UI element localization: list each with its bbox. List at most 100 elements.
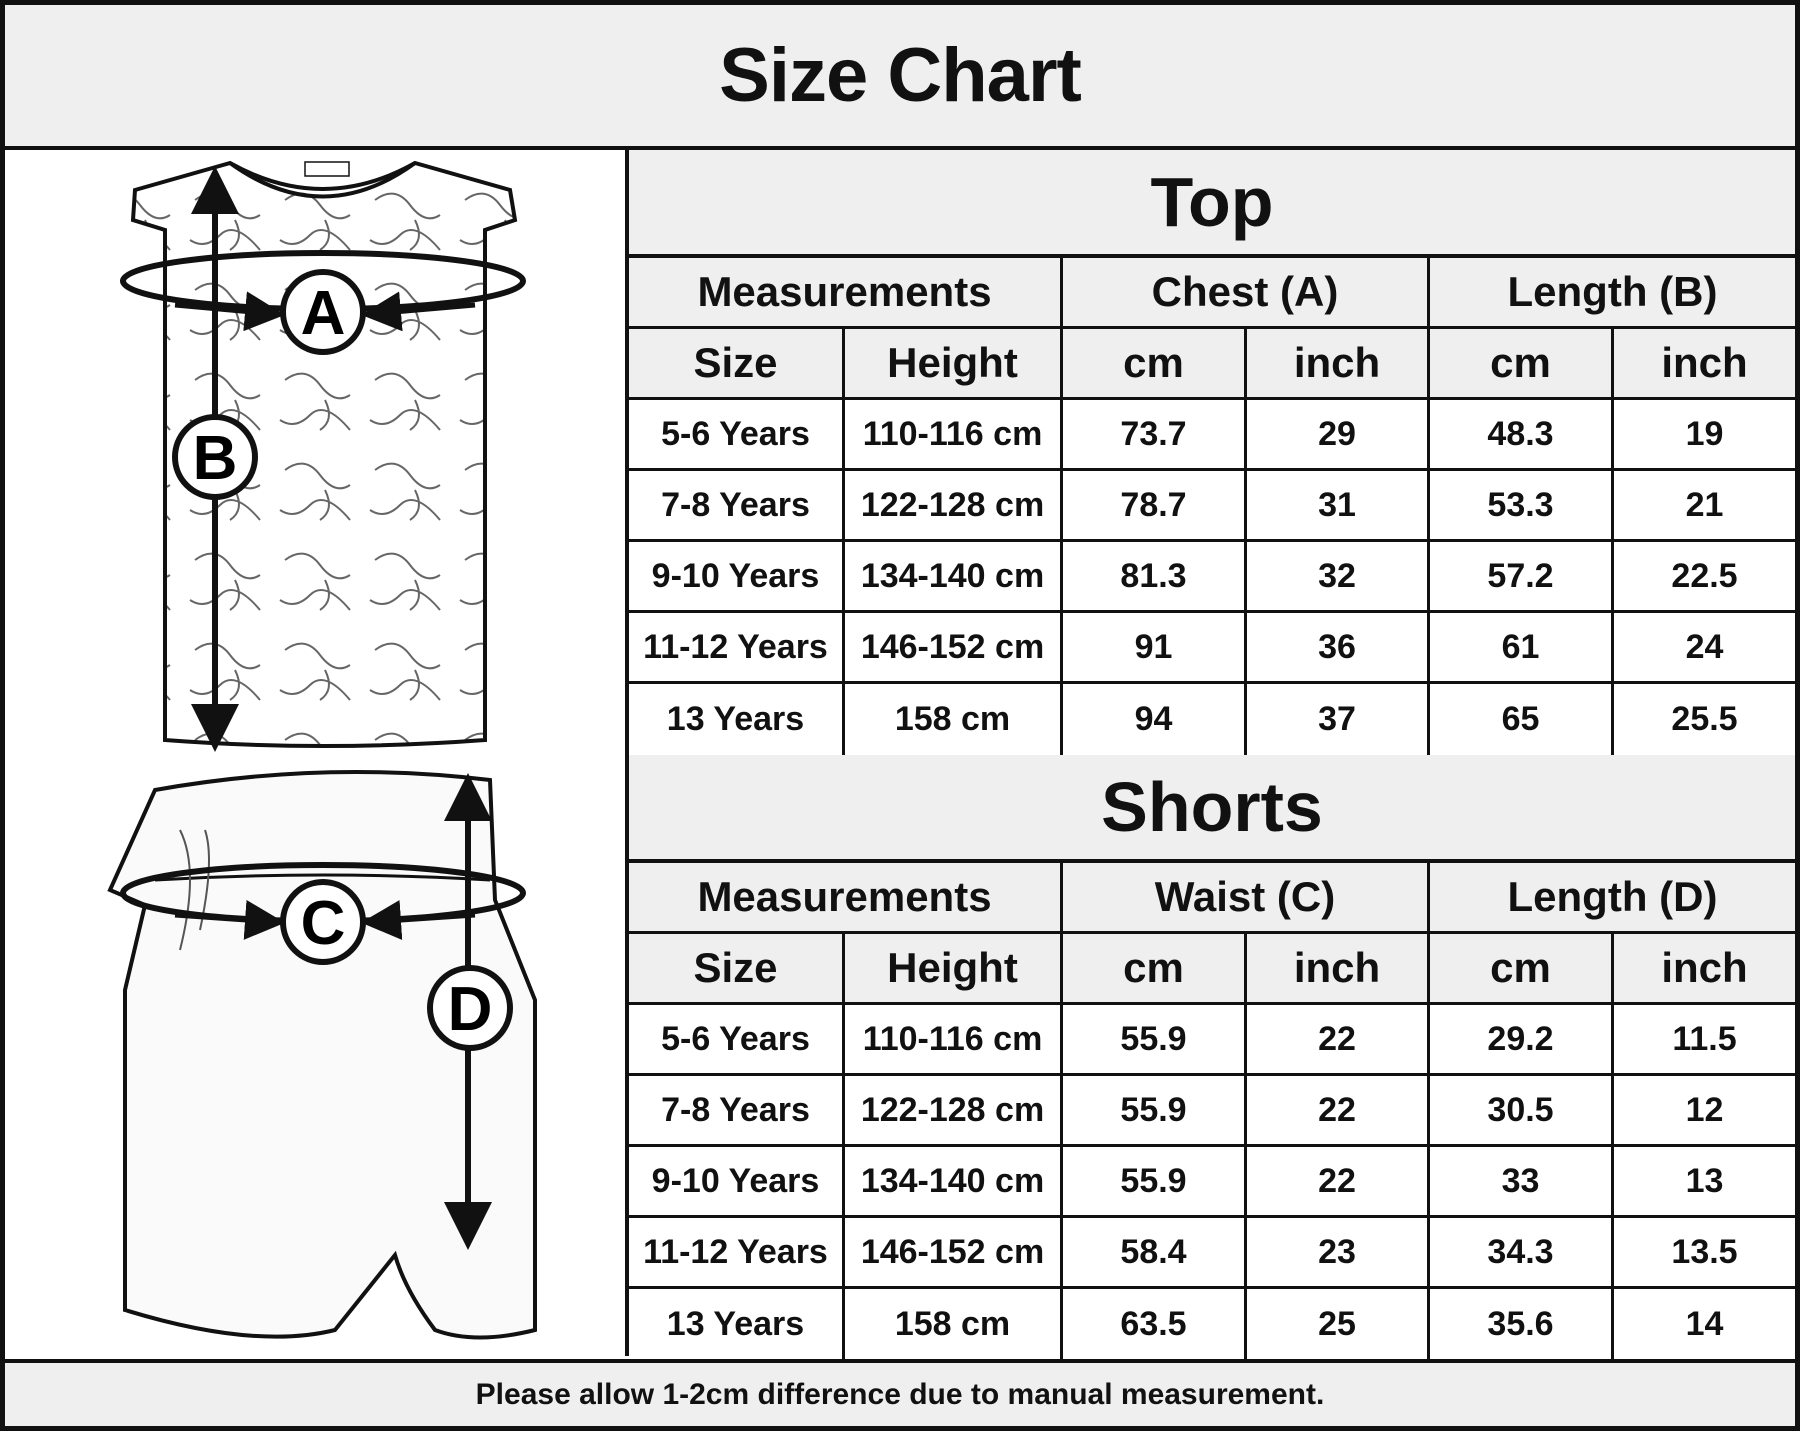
table-cell: 61 — [1430, 613, 1614, 681]
column-header: Size — [629, 329, 845, 397]
group-header: Length (B) — [1507, 268, 1718, 315]
shorts-illustration — [107, 770, 537, 1340]
column-header: cm — [1430, 934, 1614, 1002]
table-cell: 37 — [1247, 684, 1430, 755]
column-header: inch — [1247, 934, 1430, 1002]
table-row: 7-8 Years 122-128 cm 55.9 22 30.5 12 — [629, 1076, 1795, 1147]
table-cell: 7-8 Years — [629, 1076, 845, 1144]
column-header: cm — [1063, 329, 1247, 397]
table-cell: 19 — [1685, 414, 1724, 453]
table-cell: 158 cm — [845, 1289, 1063, 1360]
table-cell: 22 — [1247, 1147, 1430, 1215]
table-cell: 30.5 — [1430, 1076, 1614, 1144]
table-cell: 36 — [1247, 613, 1430, 681]
table-cell: 53.3 — [1430, 471, 1614, 539]
group-header: Length (D) — [1507, 873, 1718, 920]
table-cell: 63.5 — [1063, 1289, 1247, 1360]
table-cell: 22 — [1247, 1076, 1430, 1144]
top-heading: Top — [629, 150, 1795, 258]
table-cell: 11.5 — [1672, 1019, 1737, 1058]
column-header: Height — [845, 934, 1063, 1002]
svg-text:D: D — [448, 975, 493, 1044]
table-cell: 11-12 Years — [629, 1218, 845, 1286]
column-header: Size — [629, 934, 845, 1002]
table-cell: 7-8 Years — [629, 471, 845, 539]
table-row: 9-10 Years 134-140 cm 81.3 32 57.2 22.5 — [629, 542, 1795, 613]
group-header: Chest (A) — [1063, 258, 1430, 326]
table-cell: 14 — [1685, 1305, 1724, 1343]
column-header: cm — [1430, 329, 1614, 397]
table-cell: 34.3 — [1430, 1218, 1614, 1286]
svg-text:B: B — [193, 424, 238, 493]
table-cell: 55.9 — [1063, 1076, 1247, 1144]
table-cell: 35.6 — [1430, 1289, 1614, 1360]
table-row: 13 Years 158 cm 63.5 25 35.6 14 — [629, 1289, 1795, 1360]
table-cell: 23 — [1247, 1218, 1430, 1286]
svg-text:C: C — [301, 889, 346, 958]
table-cell: 22 — [1247, 1005, 1430, 1073]
table-cell: 55.9 — [1063, 1005, 1247, 1073]
table-cell: 29.2 — [1430, 1005, 1614, 1073]
table-cell: 9-10 Years — [629, 1147, 845, 1215]
table-row: 9-10 Years 134-140 cm 55.9 22 33 13 — [629, 1147, 1795, 1218]
table-cell: 9-10 Years — [629, 542, 845, 610]
table-cell: 81.3 — [1063, 542, 1247, 610]
column-header-row: Size Height cm inch cm inch — [629, 329, 1795, 400]
top-size-table: Top Measurements Chest (A) Length (B) Size He… — [629, 150, 1795, 755]
column-header: cm — [1063, 934, 1247, 1002]
shorts-size-table: Shorts Measurements Waist (C) Length (D) Siz… — [629, 755, 1795, 1360]
group-header: Measurements — [629, 258, 1063, 326]
table-cell: 73.7 — [1063, 400, 1247, 468]
table-cell: 122-128 cm — [845, 471, 1063, 539]
table-cell: 146-152 cm — [845, 613, 1063, 681]
table-row: 5-6 Years 110-116 cm 73.7 29 48.3 19 — [629, 400, 1795, 471]
table-cell: 134-140 cm — [845, 542, 1063, 610]
table-cell: 5-6 Years — [629, 1005, 845, 1073]
table-cell: 22.5 — [1671, 556, 1738, 595]
table-cell: 13 Years — [629, 1289, 845, 1360]
table-cell: 110-116 cm — [845, 1005, 1063, 1073]
table-cell: 158 cm — [845, 684, 1063, 755]
column-header: inch — [1661, 944, 1748, 991]
group-header: Waist (C) — [1063, 863, 1430, 931]
table-cell: 13 — [1685, 1161, 1724, 1200]
table-cell: 65 — [1430, 684, 1614, 755]
table-cell: 57.2 — [1430, 542, 1614, 610]
table-cell: 48.3 — [1430, 400, 1614, 468]
table-cell: 25.5 — [1671, 700, 1738, 738]
table-cell: 134-140 cm — [845, 1147, 1063, 1215]
svg-text:A: A — [301, 279, 346, 348]
table-cell: 11-12 Years — [629, 613, 845, 681]
marker-b: B — [172, 414, 258, 500]
column-header: inch — [1247, 329, 1430, 397]
group-header: Measurements — [629, 863, 1063, 931]
footer-note: Please allow 1-2cm difference due to man… — [5, 1359, 1795, 1426]
marker-c: C — [174, 879, 476, 965]
table-cell: 146-152 cm — [845, 1218, 1063, 1286]
page-title: Size Chart — [5, 5, 1795, 150]
table-cell: 29 — [1247, 400, 1430, 468]
table-cell: 33 — [1430, 1147, 1614, 1215]
garment-illustrations: A B C D — [5, 150, 629, 1356]
table-cell: 32 — [1247, 542, 1430, 610]
table-row: 5-6 Years 110-116 cm 55.9 22 29.2 11.5 — [629, 1005, 1795, 1076]
table-cell: 110-116 cm — [845, 400, 1063, 468]
table-cell: 31 — [1247, 471, 1430, 539]
column-header: inch — [1661, 339, 1748, 386]
table-cell: 21 — [1685, 485, 1724, 524]
table-row: 11-12 Years 146-152 cm 58.4 23 34.3 13.5 — [629, 1218, 1795, 1289]
table-cell: 94 — [1063, 684, 1247, 755]
table-cell: 122-128 cm — [845, 1076, 1063, 1144]
table-cell: 24 — [1685, 627, 1724, 666]
table-cell: 12 — [1685, 1090, 1724, 1129]
group-header-row: Measurements Waist (C) Length (D) — [629, 863, 1795, 934]
marker-a: A — [174, 269, 476, 355]
table-cell: 78.7 — [1063, 471, 1247, 539]
garment-diagram: A B C D — [107, 160, 537, 1340]
table-row: 7-8 Years 122-128 cm 78.7 31 53.3 21 — [629, 471, 1795, 542]
table-cell: 25 — [1247, 1289, 1430, 1360]
table-cell: 58.4 — [1063, 1218, 1247, 1286]
table-cell: 13.5 — [1671, 1232, 1738, 1271]
table-cell: 13 Years — [629, 684, 845, 755]
